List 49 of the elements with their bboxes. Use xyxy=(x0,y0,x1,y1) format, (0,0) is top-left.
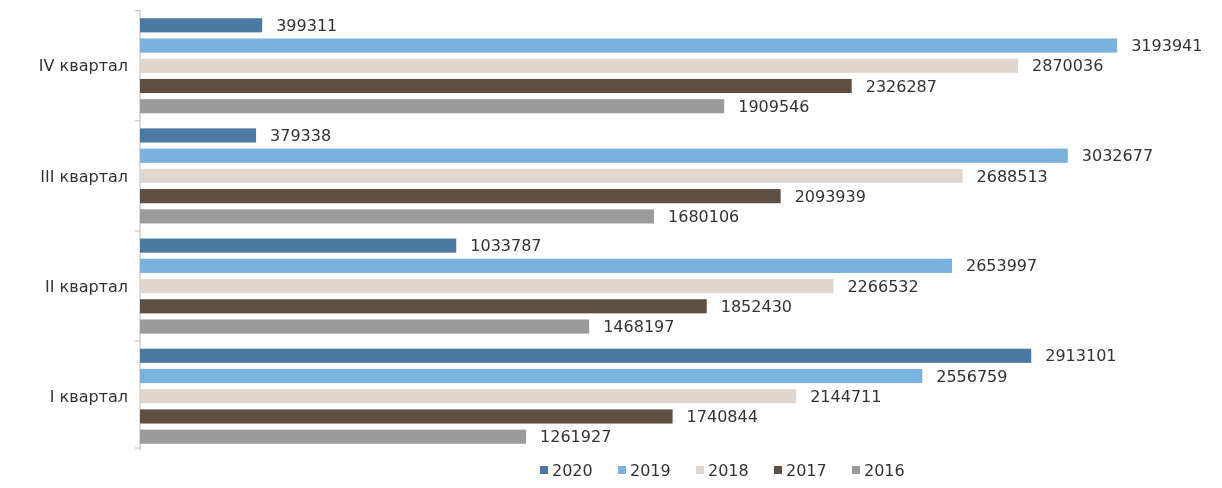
bar xyxy=(140,368,923,384)
bar xyxy=(140,168,963,184)
y-tick-label: II квартал xyxy=(45,276,128,296)
bar xyxy=(140,38,1118,53)
data-label: 1680106 xyxy=(668,206,740,226)
bar xyxy=(140,238,457,253)
y-tick-label: III квартал xyxy=(40,166,128,186)
data-label: 2688513 xyxy=(976,166,1048,186)
data-label: 2653997 xyxy=(965,256,1038,276)
bar xyxy=(140,78,852,94)
data-label: 2870036 xyxy=(1032,56,1104,76)
y-tick-label: IV квартал xyxy=(38,56,128,76)
data-label: 2144711 xyxy=(810,386,882,406)
bar xyxy=(140,99,725,114)
data-label: 1852430 xyxy=(720,296,793,316)
bar xyxy=(140,389,797,404)
data-label: 1909546 xyxy=(738,96,810,116)
data-label: 379338 xyxy=(270,126,332,146)
bar xyxy=(140,319,590,334)
bar xyxy=(140,209,655,224)
bar xyxy=(140,258,952,273)
data-label: 2093939 xyxy=(794,186,866,206)
data-label: 2556759 xyxy=(936,366,1008,386)
legend-label: 2017 xyxy=(786,460,827,480)
data-label: 399311 xyxy=(276,15,338,35)
bar xyxy=(140,18,263,33)
data-label: 2913101 xyxy=(1045,346,1117,366)
y-tick-label: I квартал xyxy=(49,386,128,406)
legend-label: 2018 xyxy=(708,460,749,480)
bar xyxy=(140,189,781,204)
data-label: 2326287 xyxy=(865,76,937,96)
bar xyxy=(140,279,834,294)
bar xyxy=(140,429,527,444)
data-label: 3193941 xyxy=(1131,36,1203,56)
bar xyxy=(140,148,1068,163)
legend-label: 2016 xyxy=(864,460,905,480)
bar xyxy=(140,299,707,314)
data-label: 1261927 xyxy=(540,427,612,447)
data-label: 2266532 xyxy=(847,276,919,296)
bar xyxy=(140,348,1032,363)
bar xyxy=(140,128,257,143)
legend-label: 2020 xyxy=(552,460,593,480)
bar xyxy=(140,409,673,424)
data-label: 1468197 xyxy=(603,317,675,337)
data-label: 1740844 xyxy=(686,407,758,427)
bar xyxy=(140,58,1019,73)
data-label: 3032677 xyxy=(1081,146,1154,166)
legend-label: 2019 xyxy=(630,460,671,480)
data-label: 1033787 xyxy=(470,236,542,256)
